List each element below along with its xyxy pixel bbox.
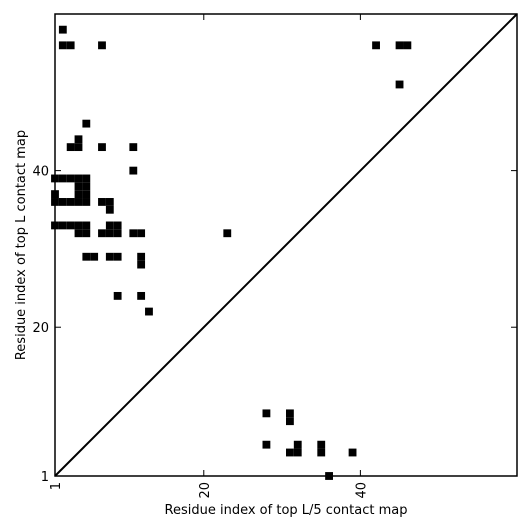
contact-cell-top-l xyxy=(66,221,75,230)
contact-cell-top-l xyxy=(58,221,67,230)
x-axis-label: Residue index of top L/5 contact map xyxy=(165,503,408,518)
contact-cell-top-l xyxy=(129,229,138,238)
contact-cell-top-l xyxy=(74,174,83,183)
contact-cell-top-l xyxy=(223,229,232,238)
contact-cell-top-l xyxy=(66,174,75,183)
contact-cell-top-l xyxy=(113,221,122,230)
contact-cell-top-l xyxy=(82,221,91,230)
lower-right-cells xyxy=(262,409,357,480)
contact-cell-top-l xyxy=(105,198,114,206)
contact-cell-top-l xyxy=(74,135,83,144)
y-tick-label: 40 xyxy=(32,165,49,180)
contact-cell-top-l xyxy=(82,198,91,206)
contact-cell-top-l xyxy=(372,41,380,50)
contact-cell-top-l5 xyxy=(317,440,326,449)
contact-cell-top-l xyxy=(129,166,138,175)
contact-cell-top-l xyxy=(105,252,114,261)
contact-cell-top-l xyxy=(98,198,106,206)
contact-cell-top-l xyxy=(113,229,122,238)
y-tick-label: 20 xyxy=(32,321,49,336)
contact-cell-top-l xyxy=(74,221,83,230)
contact-cell-top-l xyxy=(74,182,83,191)
contact-cell-top-l5 xyxy=(286,448,294,457)
contact-cell-top-l xyxy=(105,229,114,238)
contact-cell-top-l xyxy=(137,252,146,261)
diagonal-line xyxy=(54,13,518,477)
contact-cell-top-l5 xyxy=(293,448,302,457)
contact-cell-top-l xyxy=(82,252,91,261)
contact-cell-top-l xyxy=(395,80,404,89)
plot-frame xyxy=(54,13,518,477)
contact-cell-top-l xyxy=(82,174,91,183)
x-tick-label: 1 xyxy=(49,482,64,490)
contact-cell-top-l xyxy=(113,252,122,261)
contact-cell-top-l xyxy=(58,25,67,34)
contact-cell-top-l xyxy=(74,143,83,152)
contact-cell-top-l xyxy=(113,291,122,300)
contact-cell-top-l xyxy=(98,41,106,50)
x-tick-label: 20 xyxy=(198,482,213,499)
contact-cell-top-l5 xyxy=(262,440,271,449)
contact-cell-top-l5 xyxy=(286,409,294,418)
contact-cell-top-l5 xyxy=(317,448,326,457)
contact-cell-top-l xyxy=(58,174,67,183)
contact-cell-top-l xyxy=(137,260,146,269)
contact-cell-top-l xyxy=(66,198,75,206)
contact-cell-top-l5 xyxy=(348,448,357,457)
contact-cell-top-l xyxy=(105,221,114,230)
contact-cell-top-l xyxy=(66,143,75,152)
y-axis-label: Residue index of top L contact map xyxy=(14,130,29,360)
contact-cell-top-l xyxy=(403,41,412,50)
contact-cell-top-l xyxy=(145,307,153,316)
contact-cell-top-l xyxy=(82,182,91,191)
contact-cell-top-l xyxy=(137,291,146,300)
contact-cell-top-l xyxy=(395,41,404,50)
contact-cell-top-l xyxy=(82,190,91,199)
contact-cell-top-l xyxy=(82,119,91,128)
contact-cell-top-l xyxy=(98,229,106,238)
contact-cell-top-l xyxy=(137,229,146,238)
contact-cell-top-l xyxy=(105,205,114,214)
contact-cell-top-l xyxy=(90,252,99,261)
contact-cell-top-l xyxy=(74,198,83,206)
contact-cell-top-l xyxy=(74,229,83,238)
axis-ticks: 1 20 40 1 20 40 xyxy=(32,14,517,499)
contact-cell-top-l xyxy=(58,41,67,50)
contact-cell-top-l xyxy=(66,41,75,50)
contact-cell-top-l5 xyxy=(262,409,271,418)
contact-cell-top-l5 xyxy=(286,417,294,426)
contact-cell-top-l xyxy=(58,198,67,206)
upper-left-cells xyxy=(51,25,412,316)
contact-cell-top-l xyxy=(74,190,83,199)
contact-cell-top-l xyxy=(129,143,138,152)
y-tick-label: 1 xyxy=(41,470,49,485)
contact-cell-top-l5 xyxy=(293,440,302,449)
x-tick-label: 40 xyxy=(354,482,369,499)
contact-cell-top-l xyxy=(82,229,91,238)
contact-cell-top-l xyxy=(98,143,106,152)
